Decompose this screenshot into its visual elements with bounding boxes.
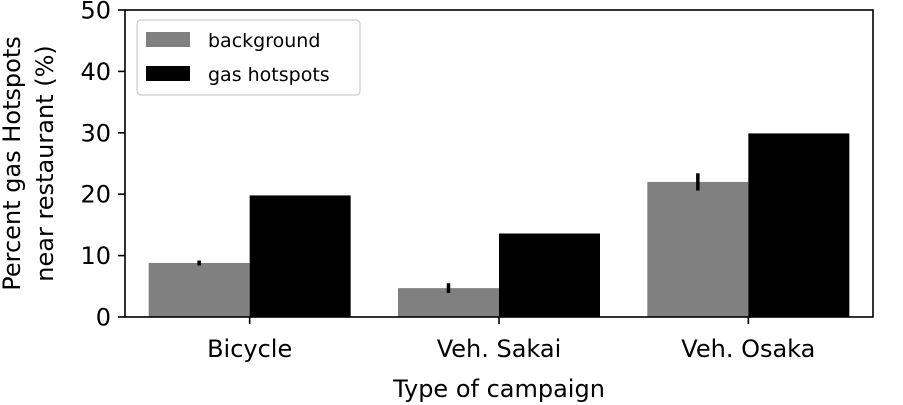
bars-layer <box>148 133 850 317</box>
bar-gas-hotspots-3 <box>748 133 850 317</box>
y-tick-label: 40 <box>80 58 111 86</box>
error-bars-layer <box>197 173 700 294</box>
x-axis-label: Type of campaign <box>392 375 605 403</box>
bar-gas-hotspots-1 <box>249 195 351 317</box>
y-axis-label-line: Percent gas Hotspots <box>0 36 26 290</box>
bar-gas-hotspots-2 <box>499 233 600 317</box>
y-tick-label: 50 <box>80 0 111 25</box>
legend-box <box>136 19 361 96</box>
legend-swatch <box>146 66 190 81</box>
legend-entry: background <box>208 30 320 52</box>
x-axis: Bicycle Veh. Sakai Veh. Osaka <box>207 317 815 363</box>
legend: background gas hotspots <box>136 19 361 96</box>
legend-entry: gas hotspots <box>208 64 330 86</box>
x-tick-label: Veh. Sakai <box>437 335 562 363</box>
x-tick-label: Veh. Osaka <box>681 335 815 363</box>
bar-background-1 <box>148 262 250 317</box>
y-tick-label: 20 <box>80 181 111 209</box>
y-axis: 0 10 20 30 40 50 <box>80 0 125 332</box>
y-tick-label: 10 <box>80 242 111 270</box>
y-axis-label-line: near restaurant (%) <box>31 45 59 281</box>
y-axis-label: Percent gas Hotspots near restaurant (%) <box>0 36 59 290</box>
x-tick-label: Bicycle <box>207 335 292 363</box>
y-tick-label: 30 <box>80 119 111 147</box>
y-tick-label: 0 <box>96 304 111 332</box>
bar-background-3 <box>647 181 749 317</box>
legend-swatch <box>146 32 190 47</box>
